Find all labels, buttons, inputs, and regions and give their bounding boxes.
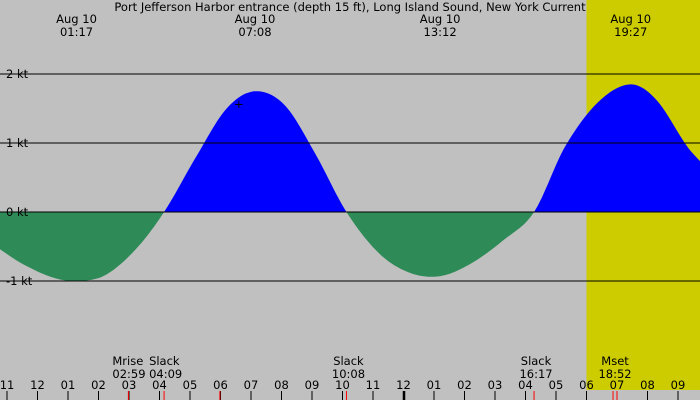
x-tick-label: 09 (305, 378, 320, 392)
x-tick-label: 12 (30, 378, 45, 392)
extreme-time-label: 13:12 (424, 25, 457, 39)
event-title: Mrise (112, 354, 143, 368)
extreme-date-label: Aug 10 (420, 12, 461, 26)
x-tick-label: 11 (0, 378, 14, 392)
y-tick-label: 1 kt (6, 136, 29, 150)
event-title: Slack (333, 354, 364, 368)
event-title: Slack (149, 354, 180, 368)
extreme-time-label: 01:17 (60, 25, 93, 39)
now-marker: + (234, 97, 244, 111)
x-tick-label: 01 (61, 378, 76, 392)
x-tick-label: 05 (549, 378, 564, 392)
event-title: Slack (521, 354, 552, 368)
event-time: 02:59 (112, 367, 145, 381)
x-tick-label: 04 (518, 378, 533, 392)
x-tick-label: 05 (183, 378, 198, 392)
x-tick-label: 03 (488, 378, 503, 392)
y-tick-label: 2 kt (6, 67, 29, 81)
x-tick-label: 01 (427, 378, 442, 392)
x-tick-label: 07 (244, 378, 259, 392)
x-tick-label: 07 (610, 378, 625, 392)
y-tick-label: 0 kt (6, 205, 29, 219)
flood-area-1 (164, 91, 347, 212)
x-tick-label: 08 (640, 378, 655, 392)
event-time: 04:09 (149, 367, 182, 381)
extreme-date-label: Aug 10 (610, 12, 651, 26)
flood-area-3 (534, 84, 700, 212)
extreme-time-label: 07:08 (238, 25, 271, 39)
x-tick-label: 03 (122, 378, 137, 392)
event-time: 16:17 (519, 367, 552, 381)
event-time: 18:52 (598, 367, 631, 381)
x-tick-label: 08 (274, 378, 289, 392)
x-tick-label: 09 (671, 378, 686, 392)
y-tick-label: -1 kt (6, 274, 33, 288)
ebb-area-2 (346, 212, 535, 277)
extreme-time-label: 19:27 (614, 25, 647, 39)
extreme-date-label: Aug 10 (56, 12, 97, 26)
x-tick-label: 04 (152, 378, 167, 392)
chart-title: Port Jefferson Harbor entrance (depth 15… (114, 0, 586, 14)
ebb-area-0 (0, 212, 165, 281)
x-tick-label: 10 (335, 378, 350, 392)
x-tick-label: 11 (366, 378, 381, 392)
event-time: 10:08 (332, 367, 365, 381)
x-tick-label: 06 (579, 378, 594, 392)
x-tick-label: 02 (457, 378, 472, 392)
x-tick-label: 06 (213, 378, 228, 392)
extreme-date-label: Aug 10 (235, 12, 276, 26)
event-title: Mset (601, 354, 629, 368)
x-tick-label: 12 (396, 378, 411, 392)
x-tick-label: 02 (91, 378, 106, 392)
